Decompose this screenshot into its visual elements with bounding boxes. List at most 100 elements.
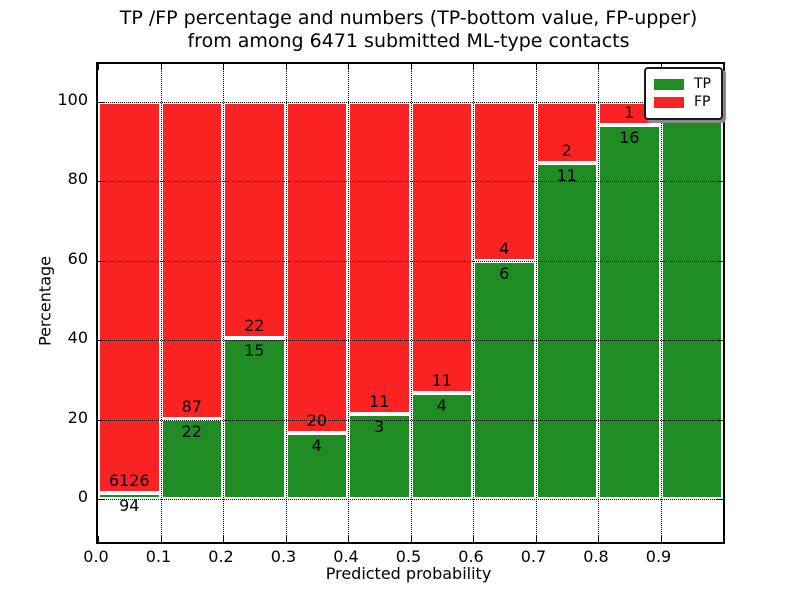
vertical-gridline [160,64,162,542]
bar-tp-segment [160,418,223,499]
x-tick-mark [160,536,162,542]
y-tick-mark [98,340,104,342]
y-tick-mark [98,181,104,183]
x-tick-label: 0.4 [333,547,359,566]
bar-fp-segment [348,102,411,414]
y-tick-label: 40 [67,328,88,348]
y-tick-mark [98,499,104,500]
fp-count-label: 11 [431,371,452,391]
x-axis-label: Predicted probability [325,564,492,583]
y-tick-label: 100 [57,90,88,109]
bar-fp-segment [223,102,286,339]
y-tick-mark [717,419,723,421]
fp-count-label: 6126 [108,471,150,491]
y-tick-label: 0 [77,487,88,506]
y-tick-mark [98,102,104,103]
bar-tp-segment [598,125,661,499]
x-tick-mark [160,64,162,70]
y-tick-mark [98,419,104,421]
vertical-gridline [285,64,287,542]
x-tick-mark [473,536,474,542]
fp-count-label: 20 [306,410,327,430]
y-tick-mark [717,340,723,342]
x-tick-label: 0.7 [520,547,547,566]
legend-label-tp: TP [694,76,711,92]
x-tick-label: 0.5 [395,547,422,566]
fp-count-label: 22 [244,316,265,336]
x-tick-label: 0.2 [208,547,234,566]
y-tick-label: 80 [67,169,88,189]
legend-swatch-tp [654,79,684,90]
x-tick-mark [348,536,349,542]
vertical-gridline [410,64,412,542]
x-tick-mark [223,536,224,542]
fp-count-label: 11 [369,391,390,411]
y-tick-label: 60 [67,248,88,268]
y-tick-mark [717,181,723,183]
x-tick-label: 0.6 [458,547,484,566]
vertical-gridline [473,64,474,542]
tp-count-label: 11 [556,166,577,186]
legend-entry-tp: TP [654,77,711,92]
chart-title: TP /FP percentage and numbers (TP-bottom… [96,7,721,53]
bar-tp-segment [660,102,723,499]
x-tick-label: 0.3 [270,547,297,566]
legend-swatch-fp [654,97,684,108]
bar-tp-segment [98,493,161,499]
vertical-gridline [598,64,599,542]
chart-title-line1: TP /FP percentage and numbers (TP-bottom… [119,7,698,29]
tp-count-label: 94 [119,496,140,515]
x-tick-label: 0.1 [145,547,172,566]
bar-fp-segment [535,102,598,164]
x-tick-mark [348,64,349,70]
bar-fp-segment [410,102,473,394]
fp-count-label: 4 [499,238,510,258]
vertical-gridline [660,64,662,542]
bar-tp-segment [348,413,411,499]
x-tick-mark [285,64,287,70]
vertical-gridline [348,64,349,542]
vertical-gridline [535,64,537,542]
tp-count-label: 22 [181,421,202,441]
bar-tp-segment [285,432,348,499]
x-tick-mark [473,64,474,70]
x-tick-mark [98,64,99,70]
y-tick-label: 20 [67,407,88,427]
fp-count-label: 87 [181,396,202,416]
bar-tp-segment [223,338,286,499]
fp-count-label: 1 [624,103,635,123]
tp-count-label: 3 [374,416,385,436]
x-tick-mark [285,536,287,542]
y-tick-mark [717,499,723,500]
bar-fp-segment [285,102,348,433]
x-tick-mark [98,536,99,542]
bar-fp-segment [98,102,161,494]
tp-count-label: 15 [244,341,265,361]
tp-count-label: 4 [436,396,447,416]
tp-count-label: 6 [499,263,510,283]
legend-label-fp: FP [694,94,711,110]
x-tick-mark [660,536,662,542]
fp-count-label: 2 [561,141,572,161]
bar-tp-segment [535,163,598,499]
tp-count-label: 4 [311,435,322,455]
x-tick-label: 0.8 [583,547,609,566]
chart-title-line2: from among 6471 submitted ML-type contac… [187,30,630,52]
vertical-gridline [223,64,224,542]
x-tick-mark [410,536,412,542]
bar-tp-segment [473,260,536,499]
x-tick-mark [598,64,599,70]
x-tick-mark [535,64,537,70]
x-tick-mark [223,64,224,70]
y-tick-mark [98,260,104,262]
legend-entry-fp: FP [654,95,711,110]
x-tick-mark [598,536,599,542]
y-tick-mark [717,260,723,262]
x-tick-mark [410,64,412,70]
x-tick-label: 0.9 [645,547,672,566]
x-tick-mark [535,536,537,542]
tp-count-label: 16 [619,128,640,148]
legend: TP FP [644,67,723,120]
